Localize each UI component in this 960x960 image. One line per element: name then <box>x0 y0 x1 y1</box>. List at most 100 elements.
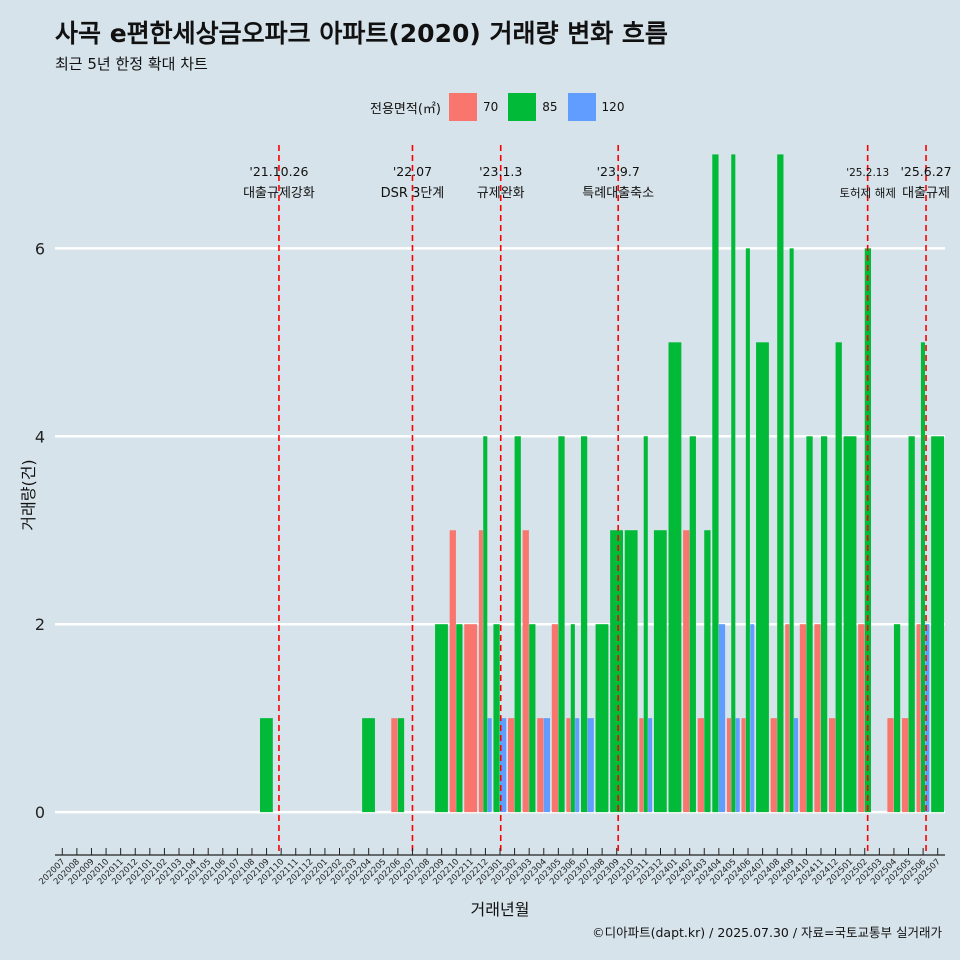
y-axis-title: 거래량(건) <box>19 459 38 530</box>
bar-85-202303 <box>529 624 536 813</box>
chart-title: 사곡 e편한세상금오파크 아파트(2020) 거래량 변화 흐름 <box>55 19 668 48</box>
source-caption: ©디아파트(dapt.kr) / 2025.07.30 / 자료=국토교통부 실… <box>592 925 942 940</box>
event-text-label: 규제완화 <box>477 186 525 201</box>
bar-70-202412 <box>829 718 836 813</box>
legend-swatch-85 <box>508 93 537 121</box>
bar-70-202305 <box>551 624 559 813</box>
y-tick-label: 4 <box>35 427 45 446</box>
bar-85-202501 <box>843 436 857 813</box>
event-date-label: '23.9.7 <box>597 164 640 179</box>
bar-70-202306 <box>566 718 571 813</box>
bar-85-202409 <box>789 248 794 813</box>
legend-swatch-120 <box>567 93 596 121</box>
bar-85-202506 <box>920 342 926 813</box>
bar-85-202310 <box>624 530 638 813</box>
bar-120-202304 <box>543 718 551 813</box>
bar-120-202301 <box>500 718 507 813</box>
bar-85-202309 <box>610 530 623 813</box>
bar-70-202411 <box>814 624 821 813</box>
bar-120-202307 <box>587 718 594 813</box>
bar-85-202403 <box>704 530 711 813</box>
legend-swatch-70 <box>448 93 477 121</box>
bar-120-202406 <box>750 624 755 813</box>
bar-70-202211 <box>464 624 478 813</box>
bar-85-202109 <box>259 718 273 813</box>
event-date-label: '21.10.26 <box>249 164 308 179</box>
legend-label-120: 120 <box>601 100 625 114</box>
legend-label-85: 85 <box>542 100 558 114</box>
bar-85-202404 <box>712 154 719 813</box>
bar-120-202311 <box>648 718 653 813</box>
bar-70-202504 <box>887 718 894 813</box>
bar-85-202406 <box>745 248 750 813</box>
bar-85-202410 <box>806 436 813 813</box>
bar-85-202405 <box>731 154 736 813</box>
bar-85-202408 <box>777 154 784 813</box>
bar-70-202402 <box>683 530 690 813</box>
bar-85-202301 <box>493 624 500 813</box>
bar-120-202306 <box>575 718 580 813</box>
legend-item-85: 85 <box>508 93 558 121</box>
bar-120-202405 <box>735 718 740 813</box>
y-tick-label: 0 <box>35 803 45 822</box>
bar-70-202206 <box>391 718 398 813</box>
event-text-label: 토허제 해제 <box>839 186 896 200</box>
bar-85-202411 <box>820 436 828 813</box>
bar-85-202308 <box>595 624 609 813</box>
chart-subtitle: 최근 5년 한정 확대 차트 <box>55 55 208 73</box>
bar-70-202405 <box>726 718 731 813</box>
bar-85-202402 <box>689 436 696 813</box>
bar-70-202311 <box>639 718 644 813</box>
legend: 전용면적(㎡) 70 85 120 <box>370 93 634 121</box>
bar-85-202210 <box>456 624 463 813</box>
bar-70-202403 <box>697 718 704 813</box>
bar-70-202302 <box>508 718 515 813</box>
bar-70-202408 <box>770 718 777 813</box>
bar-70-202210 <box>449 530 456 813</box>
event-text-label: DSR 3단계 <box>381 186 445 201</box>
bar-70-202212 <box>478 530 483 813</box>
bar-85-202312 <box>653 530 667 813</box>
bar-85-202206 <box>397 718 405 813</box>
y-tick-label: 6 <box>35 239 45 258</box>
y-tick-label: 2 <box>35 615 45 634</box>
bar-70-202506 <box>916 624 921 813</box>
legend-label-70: 70 <box>482 100 499 114</box>
event-date-label: '22.07 <box>393 164 432 179</box>
event-date-label: '25.6.27 <box>900 164 951 179</box>
bar-70-202505 <box>901 718 909 813</box>
bar-85-202306 <box>570 624 575 813</box>
bar-85-202401 <box>668 342 682 813</box>
bar-120-202506 <box>925 624 930 813</box>
bar-85-202204 <box>362 718 375 813</box>
bar-85-202504 <box>893 624 901 813</box>
event-date-label: '23.1.3 <box>479 164 522 179</box>
bar-85-202209 <box>435 624 448 813</box>
x-axis-title: 거래년월 <box>471 900 530 919</box>
bar-70-202406 <box>741 718 746 813</box>
bar-85-202305 <box>558 436 565 813</box>
bar-70-202303 <box>522 530 529 813</box>
bar-85-202407 <box>756 342 769 813</box>
bar-70-202409 <box>785 624 790 813</box>
bar-120-202409 <box>793 718 799 813</box>
event-text-label: 대출규제 <box>902 186 950 201</box>
bar-85-202212 <box>483 436 488 813</box>
bar-70-202304 <box>537 718 544 813</box>
bar-85-202302 <box>514 436 521 813</box>
bar-85-202307 <box>580 436 588 813</box>
bar-85-202311 <box>643 436 648 813</box>
bar-70-202502 <box>858 624 865 813</box>
bar-85-202505 <box>908 436 915 813</box>
bar-85-202412 <box>835 342 842 813</box>
event-text-label: 대출규제강화 <box>243 186 315 201</box>
legend-item-120: 120 <box>567 93 625 121</box>
event-date-label: '25.2.13 <box>846 167 889 179</box>
bar-70-202410 <box>799 624 807 813</box>
bar-120-202212 <box>487 718 492 813</box>
legend-title: 전용면적(㎡) <box>370 101 441 117</box>
event-text-label: 특례대출축소 <box>582 186 654 201</box>
bar-120-202404 <box>718 624 726 813</box>
